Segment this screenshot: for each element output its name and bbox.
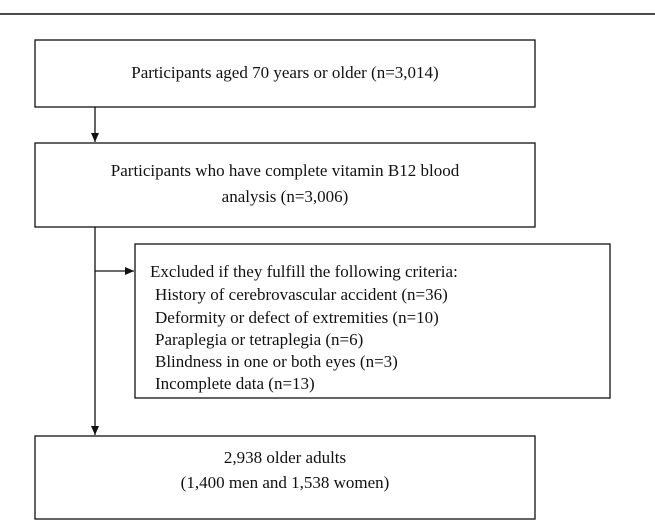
box-text: 2,938 older adults <box>224 448 346 467</box>
box-final <box>34 435 536 520</box>
exclusion-item: Incomplete data (n=13) <box>155 374 315 393</box>
exclusion-item: Deformity or defect of extremities (n=10… <box>155 308 439 327</box>
box-text: analysis (n=3,006) <box>222 187 349 206</box>
exclusion-item: Blindness in one or both eyes (n=3) <box>155 352 398 371</box>
box-complete <box>34 142 536 228</box>
box-text: Participants aged 70 years or older (n=3… <box>131 63 438 82</box>
box-participants <box>34 39 536 108</box>
exclusion-item: History of cerebrovascular accident (n=3… <box>155 285 448 304</box>
box-text: Participants who have complete vitamin B… <box>111 161 460 180</box>
exclusion-heading: Excluded if they fulfill the following c… <box>150 262 458 281</box>
exclusion-item: Paraplegia or tetraplegia (n=6) <box>155 330 363 349</box>
box-excluded <box>134 243 611 399</box>
box-text: (1,400 men and 1,538 women) <box>181 473 390 492</box>
